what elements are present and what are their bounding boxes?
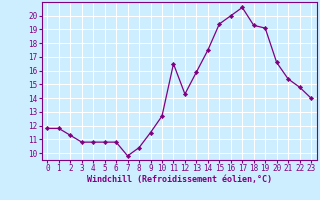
X-axis label: Windchill (Refroidissement éolien,°C): Windchill (Refroidissement éolien,°C) <box>87 175 272 184</box>
